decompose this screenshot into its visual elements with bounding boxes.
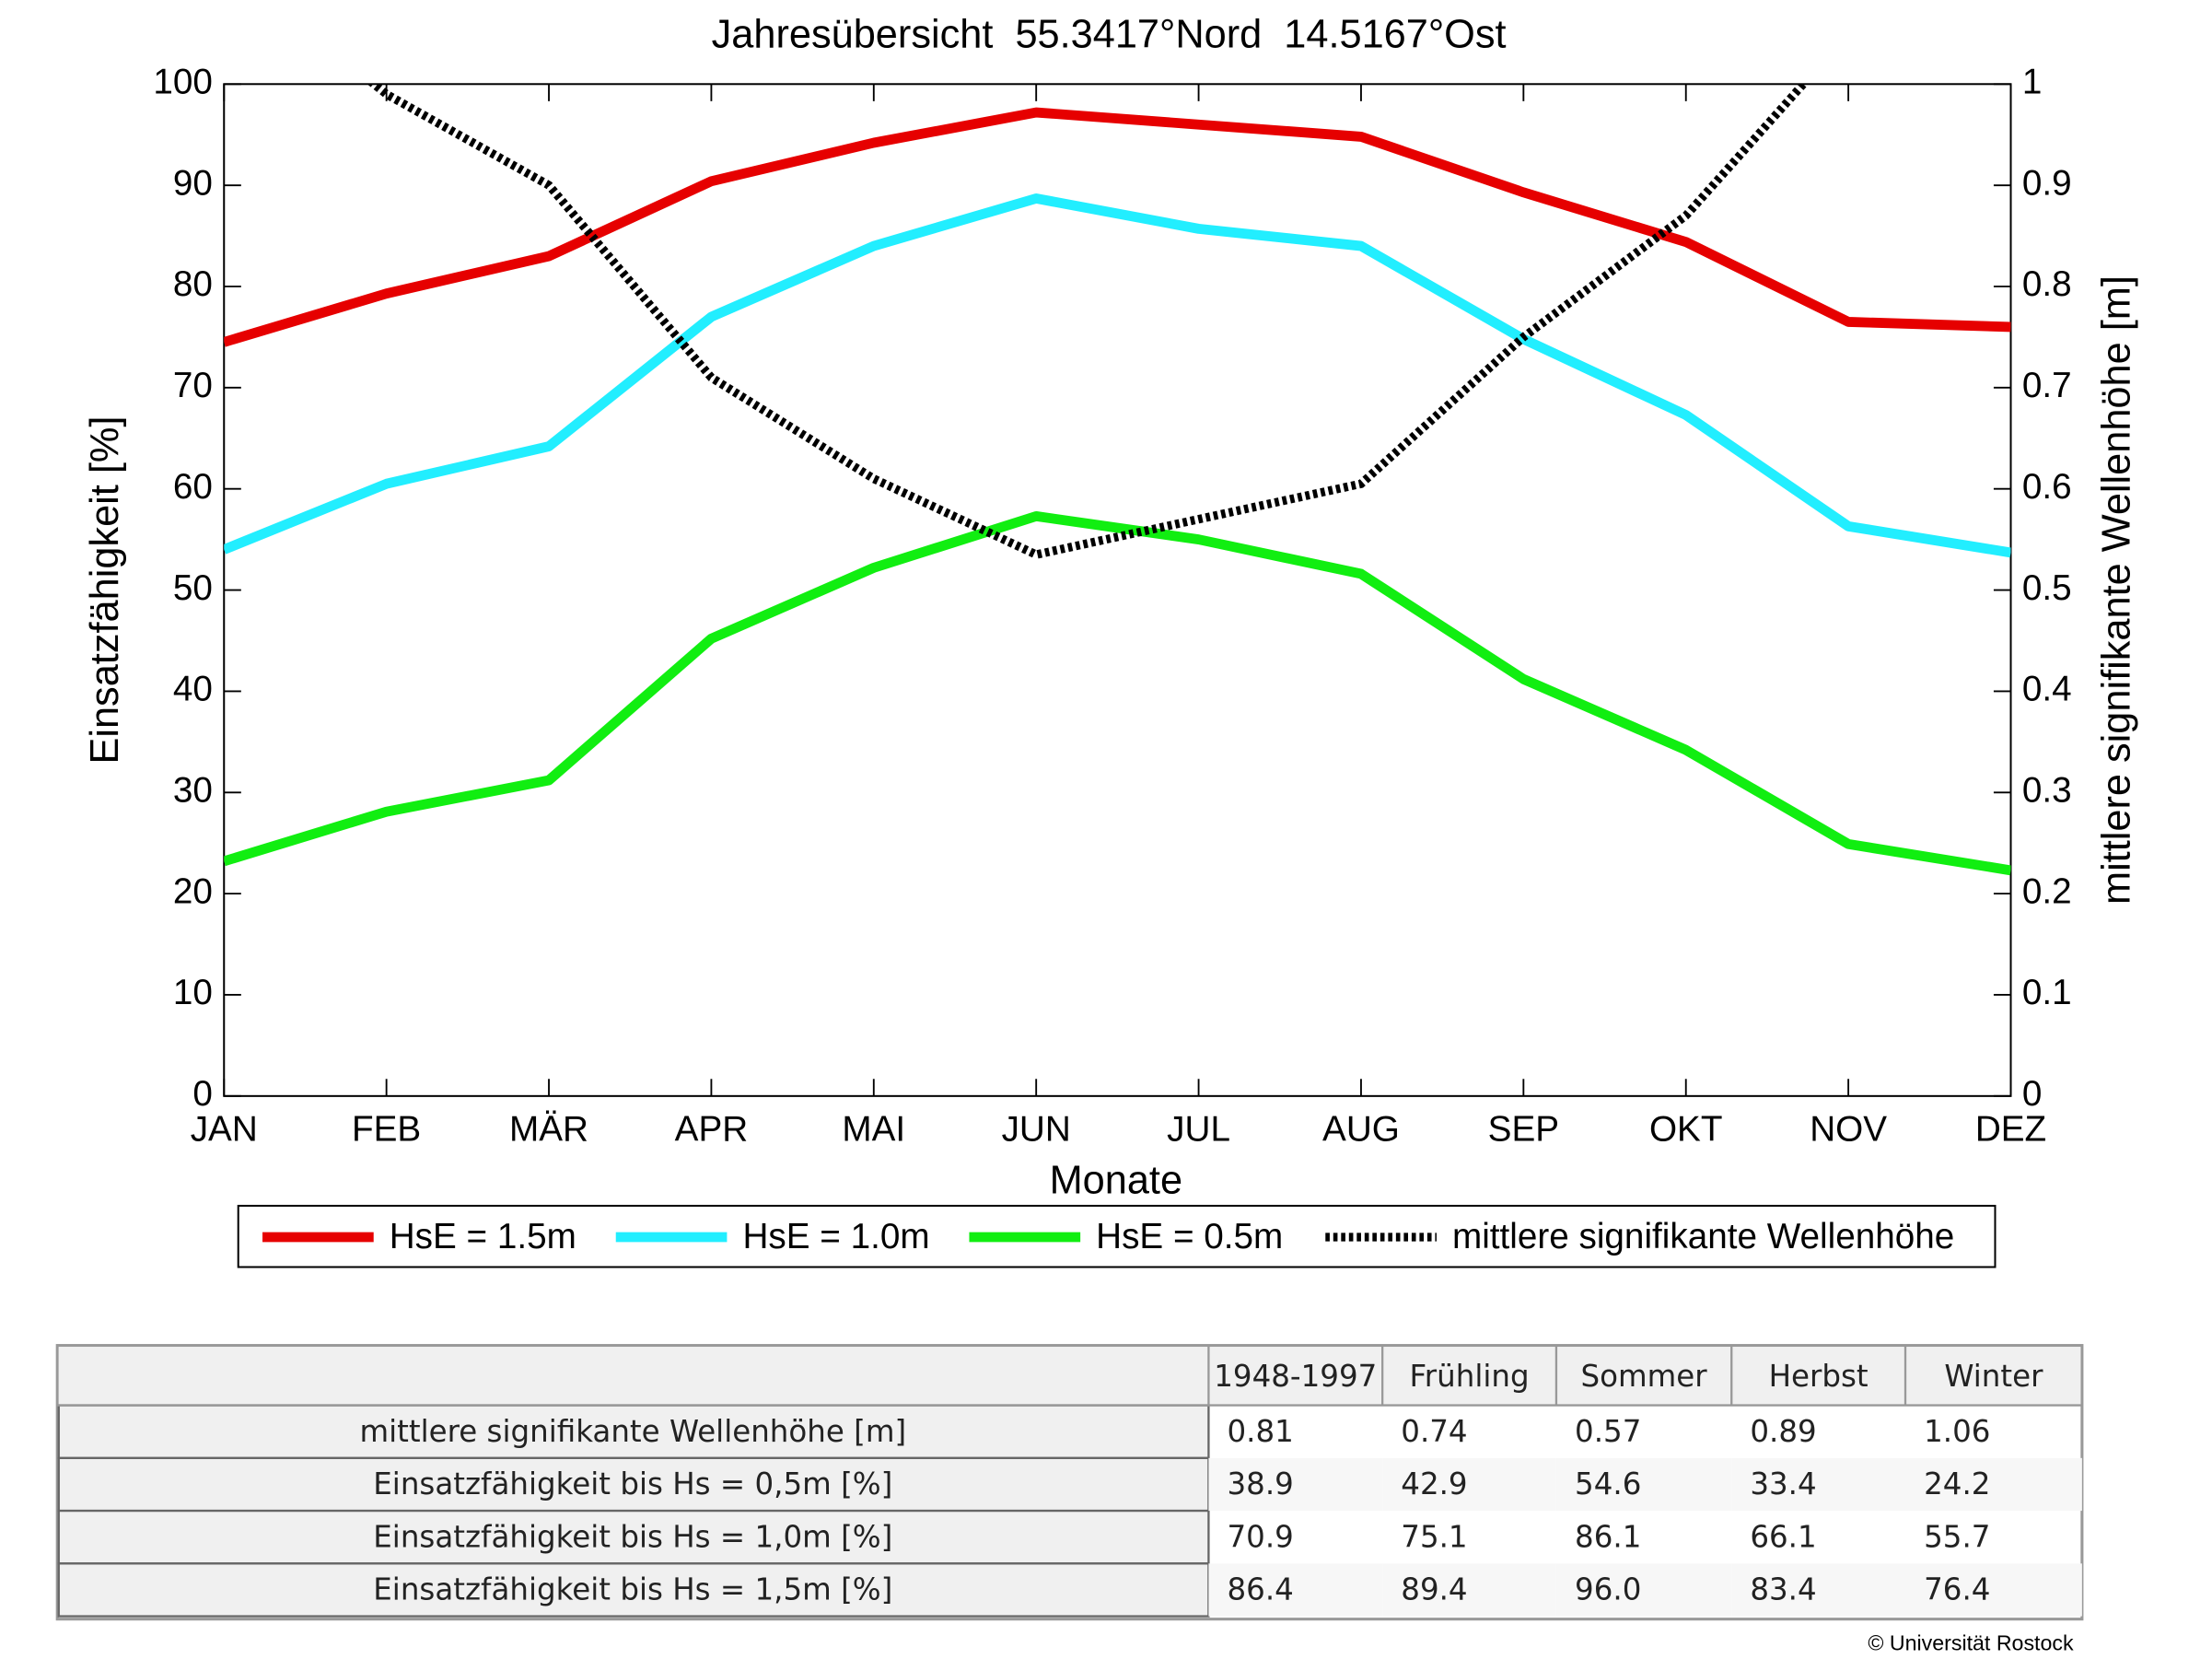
cell-bg: [1382, 1457, 1556, 1512]
table: 1948-1997 Frühling Sommer Herbst Winter mittl…: [55, 1344, 2084, 1621]
table-cell: 24.2: [1924, 1466, 1990, 1501]
x-tick-label: FEB: [352, 1110, 421, 1150]
y-tick-label: 90: [173, 163, 213, 203]
table-cell: 1.06: [1924, 1414, 1990, 1449]
y2-tick-label: 0.2: [2022, 871, 2072, 911]
x-tick-label: SEP: [1488, 1110, 1559, 1150]
x-tick-label: APR: [675, 1110, 749, 1150]
x-tick-label: JAN: [191, 1110, 258, 1150]
y2-tick-label: 0.6: [2022, 467, 2072, 507]
table-cell: 0.57: [1575, 1414, 1641, 1449]
series-line: [224, 193, 2011, 558]
table-cell: 89.4: [1401, 1572, 1467, 1607]
table-cell: 33.4: [1750, 1466, 1816, 1501]
table-cell: 38.9: [1228, 1466, 1294, 1501]
legend: [237, 1204, 1997, 1268]
y-tick-label: 60: [173, 467, 213, 507]
y-tick-label: 30: [173, 770, 213, 810]
table-cell: 42.9: [1401, 1466, 1467, 1501]
y-axis-label: Einsatzfähigkeit [%]: [83, 416, 127, 765]
x-tick-label: MAI: [842, 1110, 905, 1150]
row-label: Einsatzfähigkeit bis Hs = 1,5m [%]: [373, 1572, 892, 1607]
y-tick-label: 80: [173, 264, 213, 304]
y-tick-label: 0: [192, 1074, 213, 1114]
row-label: Einsatzfähigkeit bis Hs = 1,0m [%]: [373, 1519, 892, 1554]
table-cell: 76.4: [1924, 1572, 1990, 1607]
table-cell: 86.1: [1575, 1519, 1641, 1554]
table-cell: 83.4: [1750, 1572, 1816, 1607]
cell-bg: [1731, 1563, 1906, 1617]
table-cell: 70.9: [1228, 1519, 1294, 1554]
table-header: 1948-1997: [1214, 1359, 1377, 1394]
table-header: Sommer: [1581, 1359, 1708, 1394]
table-cell: 0.89: [1750, 1414, 1816, 1449]
x-tick-label: NOV: [1810, 1110, 1887, 1150]
chart-title: Jahresübersicht 55.3417°Nord 14.5167°Ost: [712, 13, 1507, 57]
cell-bg: [1555, 1563, 1732, 1617]
series-line: [224, 107, 2011, 347]
y2-tick-label: 0.7: [2022, 366, 2072, 405]
plot-frame: [223, 83, 2012, 1097]
row-label: Einsatzfähigkeit bis Hs = 0,5m [%]: [373, 1466, 892, 1501]
table-cell: 75.1: [1401, 1519, 1467, 1554]
y-tick-label: 10: [173, 973, 213, 1012]
table-cell: 55.7: [1924, 1519, 1990, 1554]
row-label-bg: [57, 1404, 1210, 1459]
table-header: Frühling: [1409, 1359, 1529, 1394]
y2-tick-label: 0.9: [2022, 163, 2072, 203]
x-tick-label: AUG: [1322, 1110, 1400, 1150]
row-label-bg: [57, 1562, 1210, 1618]
cell-bg: [1555, 1457, 1732, 1512]
copyright: © Universität Rostock: [1868, 1631, 2074, 1655]
table-cell: 66.1: [1750, 1519, 1816, 1554]
cell-bg: [1208, 1563, 1383, 1617]
row-label: mittlere signifikante Wellenhöhe [m]: [359, 1414, 906, 1449]
table-cell: 0.74: [1401, 1414, 1467, 1449]
y2-tick-label: 0.5: [2022, 568, 2072, 608]
cell-bg: [1731, 1457, 1906, 1512]
y-tick-label: 40: [173, 670, 213, 709]
cell-bg: [1382, 1563, 1556, 1617]
x-tick-label: OKT: [1649, 1110, 1723, 1150]
y-tick-label: 20: [173, 871, 213, 911]
y2-tick-label: 0.3: [2022, 770, 2072, 810]
legend-label: HsE = 0.5m: [1096, 1217, 1283, 1256]
table-cell: 54.6: [1575, 1466, 1641, 1501]
table-cell: 96.0: [1575, 1572, 1641, 1607]
series-line: [367, 84, 1810, 559]
y2-tick-label: 1: [2022, 63, 2043, 102]
legend-label: HsE = 1.0m: [742, 1217, 929, 1256]
table-header: Winter: [1944, 1359, 2043, 1394]
series-line: [224, 510, 2011, 876]
x-tick-label: MÄR: [509, 1110, 588, 1150]
table-header: Herbst: [1769, 1359, 1869, 1394]
y2-tick-label: 0: [2022, 1074, 2043, 1114]
y2-tick-label: 0.4: [2022, 670, 2072, 709]
table-cell: 0.81: [1228, 1414, 1294, 1449]
y2-tick-label: 0.1: [2022, 973, 2072, 1012]
x-axis-label: Monate: [1050, 1159, 1182, 1203]
y-tick-label: 100: [153, 63, 213, 102]
x-tick-label: JUN: [1002, 1110, 1071, 1150]
x-tick-label: DEZ: [1975, 1110, 2046, 1150]
header-bg: [58, 1347, 2081, 1406]
table-cell: 86.4: [1228, 1572, 1294, 1607]
y2-tick-label: 0.8: [2022, 264, 2072, 304]
legend-label: mittlere signifikante Wellenhöhe: [1452, 1217, 1954, 1256]
y-tick-label: 70: [173, 366, 213, 405]
y-tick-label: 50: [173, 568, 213, 608]
cell-bg: [1905, 1563, 2082, 1617]
legend-label: HsE = 1.5m: [390, 1217, 576, 1256]
x-tick-label: JUL: [1167, 1110, 1230, 1150]
y2-axis-label: mittlere signifikante Wellenhöhe [m]: [2095, 275, 2139, 905]
cell-bg: [1208, 1457, 1383, 1512]
cell-bg: [1905, 1457, 2082, 1512]
